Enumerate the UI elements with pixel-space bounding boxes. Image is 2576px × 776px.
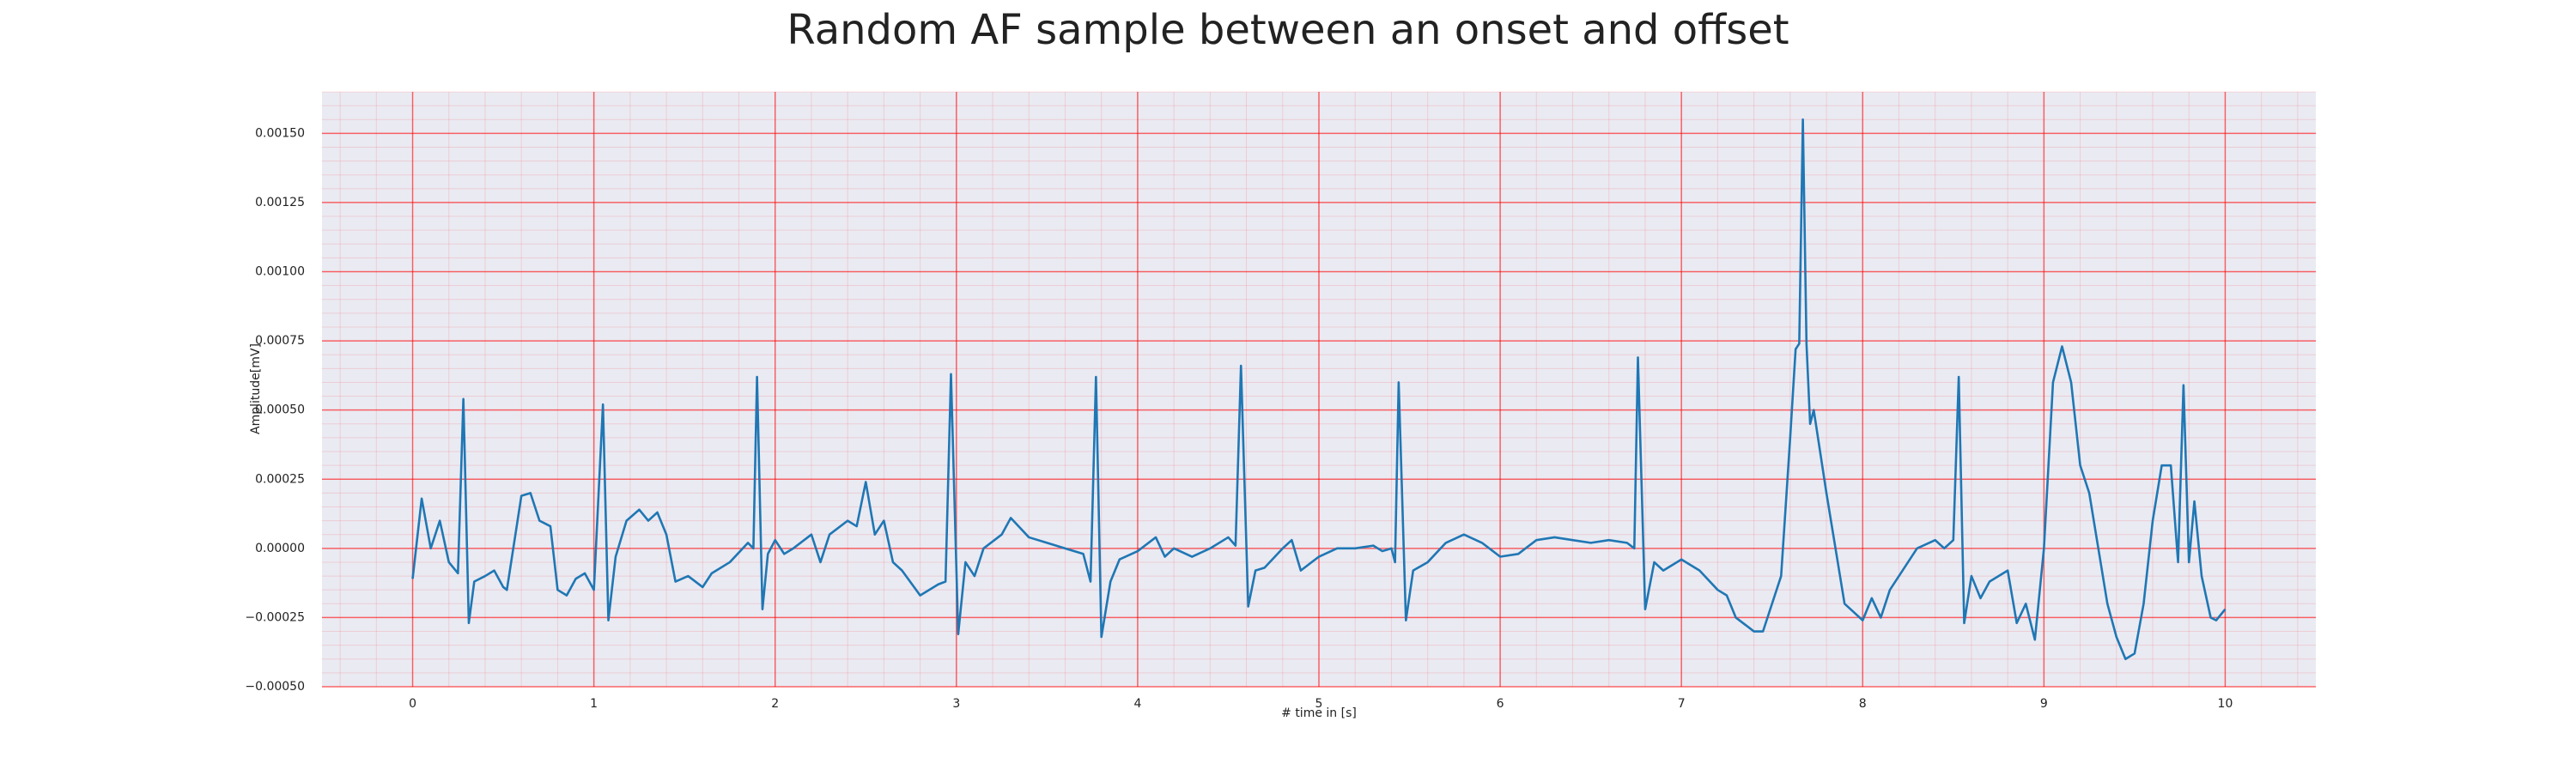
x-tick-label: 5 bbox=[1315, 697, 1323, 711]
y-tick-label: 0.00150 bbox=[255, 126, 305, 140]
x-tick-label: 2 bbox=[771, 697, 779, 711]
x-tick-label: 1 bbox=[590, 697, 598, 711]
x-tick-label: 8 bbox=[1859, 697, 1867, 711]
data-line bbox=[411, 118, 2227, 661]
y-tick-label: 0.00075 bbox=[255, 334, 305, 348]
x-axis-label: # time in [s] bbox=[1281, 706, 1357, 720]
y-tick-label: 0.00000 bbox=[255, 542, 305, 555]
x-tick-label: 9 bbox=[2040, 697, 2048, 711]
y-tick-label: 0.00125 bbox=[255, 196, 305, 209]
y-tick-label: 0.00050 bbox=[255, 403, 305, 417]
y-tick-label: 0.00100 bbox=[255, 265, 305, 279]
chart-title: Random AF sample between an onset and of… bbox=[787, 6, 1789, 54]
y-axis-label: Amplitude[mV] bbox=[249, 343, 263, 434]
y-tick-label: −0.00025 bbox=[245, 610, 305, 624]
x-tick-label: 0 bbox=[409, 697, 416, 711]
x-tick-label: 6 bbox=[1497, 697, 1504, 711]
x-tick-label: 4 bbox=[1133, 697, 1141, 711]
y-tick-label: −0.00050 bbox=[245, 680, 305, 694]
x-tick-label: 3 bbox=[952, 697, 960, 711]
x-tick-label: 10 bbox=[2218, 697, 2233, 711]
x-tick-label: 7 bbox=[1678, 697, 1686, 711]
y-tick-label: 0.00025 bbox=[255, 472, 305, 486]
